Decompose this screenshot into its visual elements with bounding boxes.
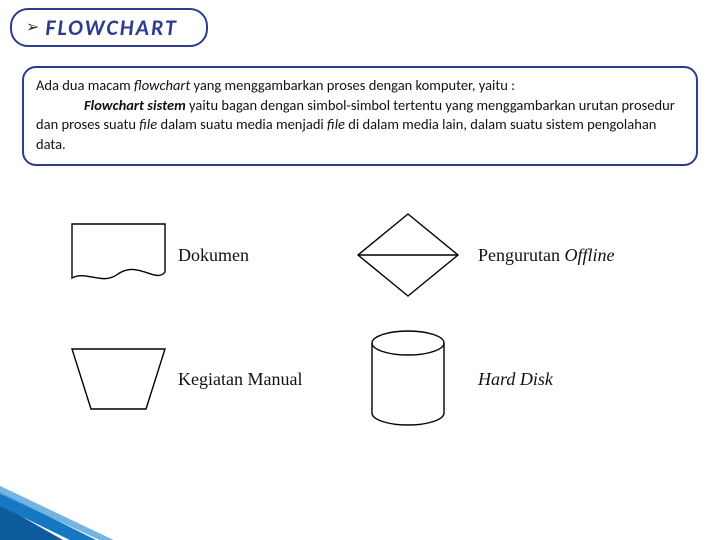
harddisk-symbol xyxy=(348,334,468,424)
para-text-3c: dalam suatu media menjadi xyxy=(157,115,327,133)
title-box: ➢ FLOWCHART xyxy=(10,8,208,47)
para-text-2a: Flowchart sistem xyxy=(84,96,186,114)
manual-symbol xyxy=(58,334,178,424)
para-text-3b: file xyxy=(139,115,157,133)
para-text-2b: yaitu bagan dengan simbol-simbol tertent… xyxy=(186,96,477,114)
para-text-3d: file xyxy=(327,115,345,133)
para-text-1a: Ada dua macam xyxy=(36,76,134,94)
sort-label-b: Offline xyxy=(564,245,614,265)
manual-label: Kegiatan Manual xyxy=(178,369,348,390)
harddisk-label: Hard Disk xyxy=(478,369,648,390)
chevron-icon: ➢ xyxy=(26,20,39,36)
sort-label-a: Pengurutan xyxy=(478,245,564,265)
page-title: FLOWCHART xyxy=(45,14,177,41)
symbol-grid: Dokumen Pengurutan Offline Kegiatan Manu… xyxy=(58,210,668,424)
sort-label: Pengurutan Offline xyxy=(478,245,648,266)
corner-decoration xyxy=(0,480,126,540)
para-text-1b: flowchart xyxy=(134,76,190,94)
para-text-1c: yang menggambarkan proses dengan kompute… xyxy=(190,76,515,94)
document-label: Dokumen xyxy=(178,245,348,266)
paragraph-box: Ada dua macam flowchart yang menggambark… xyxy=(22,66,698,166)
document-symbol xyxy=(58,210,178,300)
sort-symbol xyxy=(348,210,468,300)
